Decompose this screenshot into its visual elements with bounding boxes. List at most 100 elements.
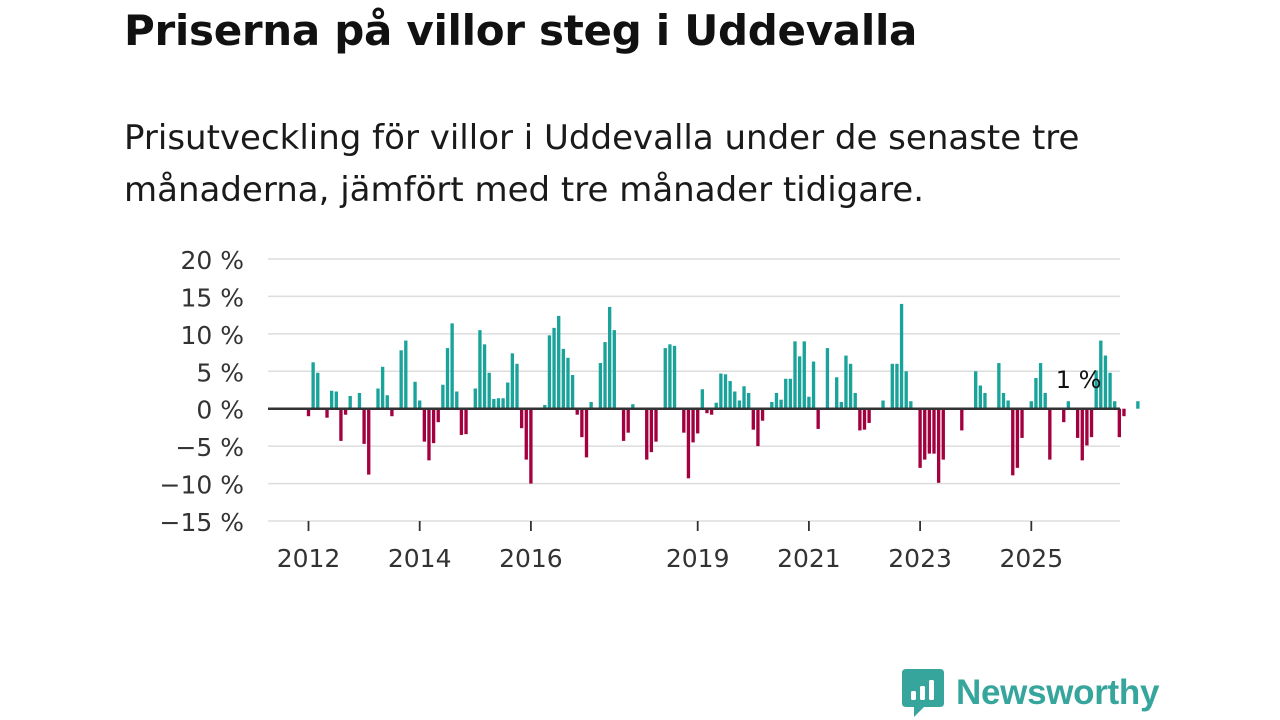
bar bbox=[700, 389, 705, 409]
x-tick-label: 2021 bbox=[777, 544, 841, 573]
bar bbox=[547, 335, 552, 409]
bar bbox=[1089, 408, 1094, 438]
bar bbox=[1062, 408, 1066, 423]
bar bbox=[816, 408, 820, 429]
y-tick-label: 10 % bbox=[180, 321, 244, 350]
y-tick-label: 5 % bbox=[196, 358, 244, 387]
bar bbox=[607, 306, 612, 409]
bar bbox=[918, 408, 922, 468]
bar bbox=[459, 408, 464, 435]
y-tick-label: 20 % bbox=[180, 246, 244, 275]
bar bbox=[487, 372, 491, 409]
bar bbox=[380, 366, 385, 409]
bar bbox=[1108, 372, 1112, 409]
bar bbox=[983, 392, 987, 409]
bar bbox=[899, 303, 904, 409]
bar bbox=[774, 392, 779, 409]
bar bbox=[1094, 370, 1098, 409]
bar bbox=[858, 408, 862, 431]
bar bbox=[709, 408, 714, 415]
bar bbox=[570, 375, 575, 409]
bar bbox=[325, 408, 329, 418]
bar bbox=[941, 408, 945, 460]
annotation: 1 % bbox=[1056, 366, 1102, 394]
bar bbox=[686, 408, 691, 479]
bar bbox=[844, 355, 848, 409]
bar bbox=[413, 381, 417, 409]
bar bbox=[445, 348, 450, 409]
bar bbox=[510, 353, 515, 409]
bar bbox=[797, 356, 802, 409]
bar bbox=[728, 381, 732, 409]
bar bbox=[779, 399, 783, 409]
bar bbox=[714, 402, 718, 409]
bar bbox=[645, 408, 649, 460]
bar bbox=[334, 391, 338, 409]
bar bbox=[1006, 400, 1010, 409]
bar bbox=[496, 398, 501, 409]
bar bbox=[589, 401, 593, 409]
bar bbox=[492, 398, 496, 409]
x-tick-label: 2016 bbox=[499, 544, 563, 573]
bar bbox=[904, 371, 908, 409]
bar bbox=[1038, 363, 1043, 409]
bar bbox=[450, 323, 454, 409]
bar bbox=[696, 408, 700, 434]
bar bbox=[756, 408, 760, 447]
bar bbox=[631, 404, 635, 409]
bar bbox=[723, 374, 728, 409]
x-tick-label: 2019 bbox=[666, 544, 730, 573]
bar bbox=[329, 390, 334, 409]
bar bbox=[881, 400, 885, 409]
bar bbox=[621, 408, 626, 441]
bar bbox=[1066, 401, 1071, 409]
bar bbox=[848, 363, 853, 409]
bar bbox=[464, 408, 468, 435]
bar bbox=[584, 408, 589, 458]
bar bbox=[543, 404, 547, 409]
bar bbox=[793, 341, 797, 409]
bar bbox=[746, 392, 751, 409]
bar bbox=[1015, 408, 1020, 468]
bar bbox=[566, 357, 570, 409]
bar bbox=[974, 371, 978, 409]
bar bbox=[895, 363, 899, 409]
bar bbox=[441, 384, 445, 409]
bar bbox=[923, 408, 927, 460]
y-axis-labels: 20 % 15 % 10 % 5 % 0 % −5 % −10 % −15 % bbox=[160, 246, 244, 537]
gridlines bbox=[268, 258, 1120, 522]
bar bbox=[960, 408, 964, 431]
bar bbox=[431, 408, 436, 444]
chart-title: Priserna på villor steg i Uddevalla bbox=[124, 6, 918, 55]
bar bbox=[1011, 408, 1015, 476]
y-tick-label: −5 % bbox=[175, 433, 244, 462]
bar bbox=[552, 327, 556, 409]
bar bbox=[788, 378, 793, 409]
bar bbox=[719, 373, 723, 409]
bar bbox=[515, 363, 519, 409]
x-tick-label: 2014 bbox=[388, 544, 452, 573]
bar bbox=[682, 408, 686, 433]
bar bbox=[357, 392, 362, 409]
chart-subtitle: Prisutveckling för villor i Uddevalla un… bbox=[124, 118, 1080, 210]
y-tick-label: −10 % bbox=[160, 471, 244, 500]
x-tick-label: 2023 bbox=[888, 544, 952, 573]
bar bbox=[529, 408, 533, 484]
bar bbox=[742, 386, 746, 409]
bar bbox=[1122, 408, 1126, 417]
x-axis: 2012 2014 2016 2019 2021 2023 2025 bbox=[268, 407, 1120, 573]
bar bbox=[482, 344, 487, 409]
bar bbox=[737, 400, 742, 409]
y-tick-label: 0 % bbox=[196, 396, 244, 425]
bar bbox=[807, 396, 811, 409]
bar bbox=[867, 408, 871, 423]
bar bbox=[1029, 401, 1033, 409]
bar bbox=[626, 408, 630, 433]
newsworthy-logo: Newsworthy bbox=[902, 669, 1159, 717]
bar bbox=[825, 348, 830, 409]
bar bbox=[1080, 408, 1084, 461]
bar bbox=[978, 385, 983, 409]
bar bbox=[751, 408, 755, 430]
bar bbox=[422, 408, 427, 442]
